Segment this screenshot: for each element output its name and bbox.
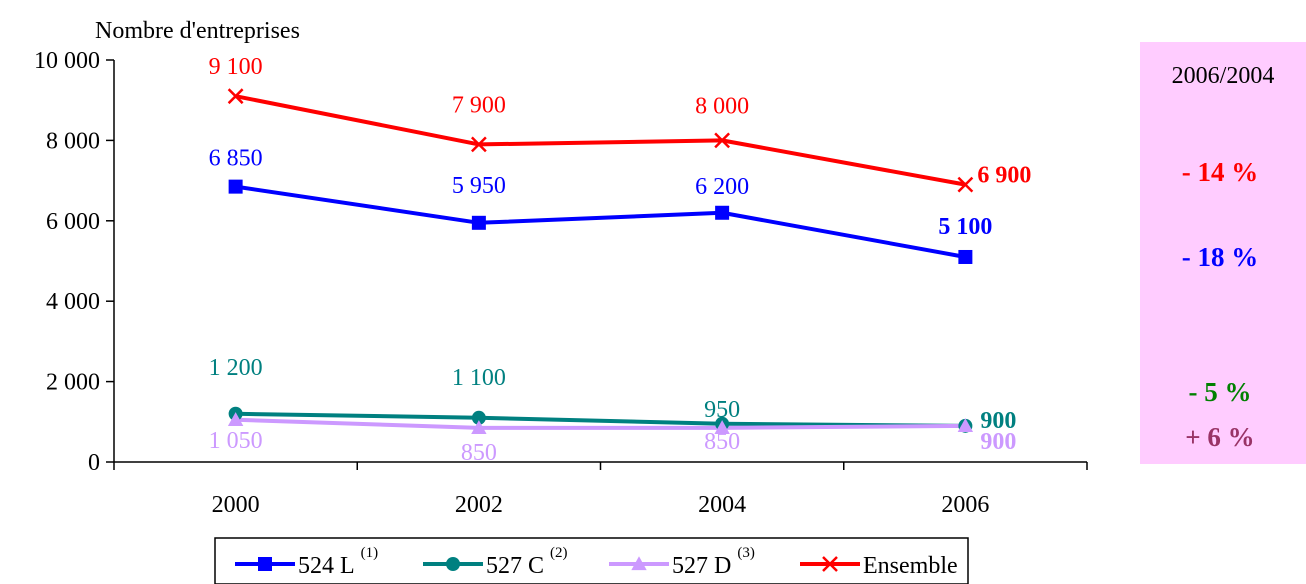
legend-label: 527 D <box>672 553 731 579</box>
legend-item-ens: Ensemble <box>800 553 958 579</box>
legend-item-527d: 527 D (3) <box>609 545 755 579</box>
y-tick-label: 6 000 <box>46 209 100 235</box>
legend-swatch-marker <box>631 556 647 571</box>
data-point-527d <box>714 420 730 434</box>
variation-value: + 6 % <box>1185 422 1254 452</box>
y-tick-label: 2 000 <box>46 370 100 396</box>
legend <box>214 537 969 584</box>
variation-value: - 14 % <box>1182 157 1259 187</box>
data-label-524l: 6 200 <box>695 174 749 200</box>
data-point-524l <box>958 249 973 264</box>
series-line-527d <box>235 417 966 430</box>
legend-items: 524 L (1) 527 C (2) 527 D (3) Ensemble <box>235 545 958 579</box>
y-tick-label: 8 000 <box>46 128 100 154</box>
x-tick-label: 2000 <box>212 492 260 518</box>
series-lines <box>235 94 966 430</box>
legend-label: 527 C <box>486 553 544 579</box>
legend-label: Ensemble <box>863 553 958 579</box>
legend-footnote-ref: (2) <box>550 545 568 561</box>
y-tick-label: 10 000 <box>34 48 100 74</box>
x-tick-label: 2002 <box>455 492 503 518</box>
legend-label: 524 L <box>298 553 355 579</box>
x-tick-label: 2006 <box>941 492 989 518</box>
legend-footnote-ref: (1) <box>361 545 379 561</box>
data-label-527c: 1 200 <box>209 355 263 381</box>
data-label-527c: 1 100 <box>452 365 506 391</box>
variation-panel-title: 2006/2004 <box>1172 63 1275 89</box>
data-point-524l <box>471 215 486 230</box>
data-label-527c: 950 <box>704 397 740 423</box>
data-labels: 6 850 5 950 6 200 5 100 1 200 1 100 950 900 1 05… <box>209 54 1032 466</box>
data-label-527d: 900 <box>980 429 1016 455</box>
variation-value: - 5 % <box>1189 377 1252 407</box>
data-label-524l: 6 850 <box>209 146 263 172</box>
data-label-524l: 5 950 <box>452 173 506 199</box>
data-label-527d: 850 <box>704 429 740 455</box>
data-point-527c <box>471 410 486 425</box>
data-label-527d: 850 <box>461 440 497 466</box>
variation-panel <box>1140 42 1306 464</box>
data-point-527d <box>227 412 244 426</box>
data-point-ens <box>714 132 731 149</box>
legend-item-527c: 527 C (2) <box>423 545 568 579</box>
legend-swatch-marker <box>258 557 272 571</box>
data-point-ens <box>227 88 244 105</box>
data-point-ens <box>470 136 487 153</box>
variation-values: - 14 % - 18 % - 5 % + 6 % <box>1182 157 1259 452</box>
data-point-524l <box>228 179 243 194</box>
legend-footnote-ref: (3) <box>737 545 755 561</box>
data-point-ens <box>957 176 974 193</box>
data-label-ens: 8 000 <box>695 93 749 119</box>
legend-item-524l: 524 L (1) <box>235 545 378 579</box>
axes: 0 2 000 4 000 6 000 8 000 10 000 2000 2002 2004 2… <box>34 48 1088 518</box>
data-point-527d <box>957 418 974 432</box>
legend-swatch-marker <box>822 556 838 572</box>
data-point-524l <box>715 205 730 220</box>
data-label-ens: 7 900 <box>452 92 506 118</box>
y-axis-title: Nombre d'entreprises <box>95 18 300 44</box>
series-line-ens <box>235 94 966 187</box>
x-tick-label: 2004 <box>698 492 746 518</box>
legend-swatch-marker <box>446 557 460 571</box>
data-point-527d <box>471 420 487 434</box>
series-line-524l <box>235 184 966 259</box>
series-line-527c <box>235 411 966 428</box>
data-label-ens: 6 900 <box>977 163 1031 189</box>
data-label-ens: 9 100 <box>209 54 263 80</box>
variation-value: - 18 % <box>1182 242 1259 272</box>
data-label-527d: 1 050 <box>209 428 263 454</box>
y-tick-label: 0 <box>88 450 100 476</box>
data-label-527c: 900 <box>980 408 1016 434</box>
series-markers <box>227 88 974 434</box>
y-tick-label: 4 000 <box>46 289 100 315</box>
data-label-524l: 5 100 <box>938 214 992 240</box>
